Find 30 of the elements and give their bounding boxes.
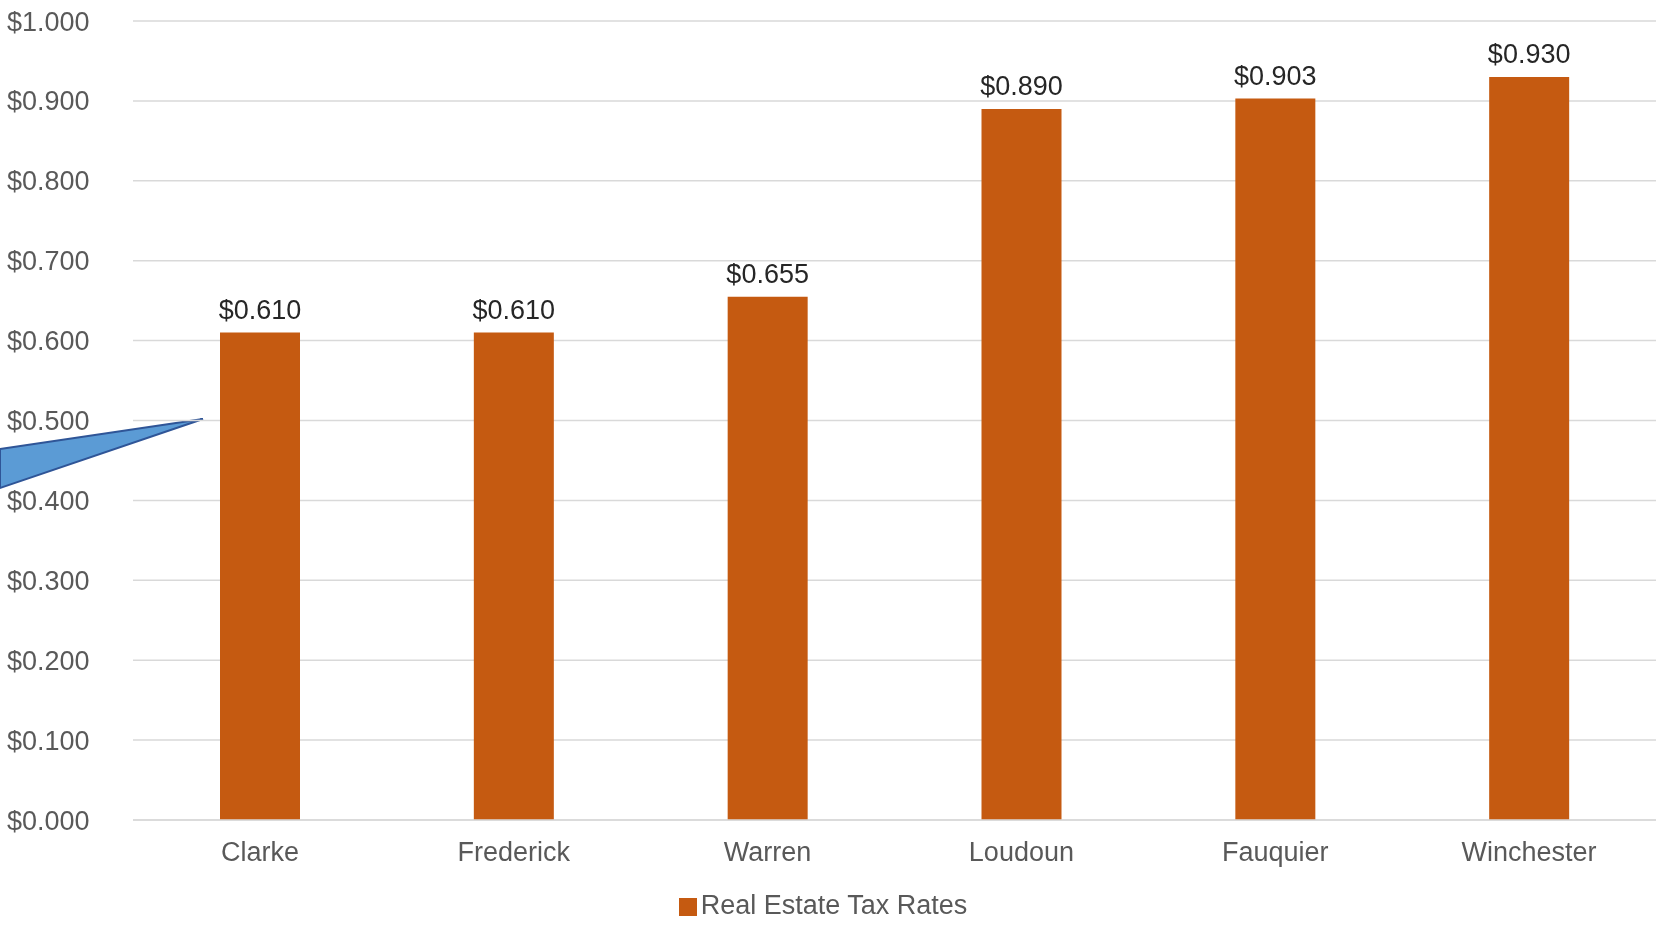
x-tick-label: Frederick <box>457 837 571 868</box>
y-tick-label: $0.500 <box>7 406 90 437</box>
y-tick-label: $0.000 <box>7 805 90 836</box>
y-tick-label: $1.000 <box>7 6 90 37</box>
bar <box>1235 98 1316 820</box>
bar <box>981 108 1062 820</box>
data-label: $0.610 <box>472 294 556 325</box>
x-tick-label: Clarke <box>220 837 299 868</box>
x-tick-label: Loudoun <box>968 837 1074 868</box>
data-label: $0.930 <box>1487 38 1571 69</box>
data-label: $0.610 <box>218 294 302 325</box>
bar <box>473 332 554 820</box>
x-tick-label: Warren <box>723 837 812 868</box>
bar <box>220 332 300 820</box>
y-tick-label: $0.800 <box>7 166 90 197</box>
y-tick-label: $0.600 <box>7 326 90 357</box>
x-tick-label: Winchester <box>1461 837 1597 868</box>
y-tick-label: $0.100 <box>7 725 90 756</box>
bar <box>727 296 808 820</box>
data-label: $0.655 <box>726 258 809 289</box>
y-tick-label: $0.700 <box>7 246 90 277</box>
data-label: $0.903 <box>1234 60 1317 91</box>
y-tick-label: $0.900 <box>7 86 90 117</box>
y-tick-label: $0.300 <box>7 565 90 596</box>
bar <box>1489 76 1570 820</box>
legend-label: Real Estate Tax Rates <box>700 890 968 920</box>
x-tick-label: Fauquier <box>1221 837 1329 868</box>
y-tick-label: $0.400 <box>7 485 90 516</box>
y-tick-label: $0.200 <box>7 645 90 676</box>
data-label: $0.890 <box>980 70 1063 101</box>
